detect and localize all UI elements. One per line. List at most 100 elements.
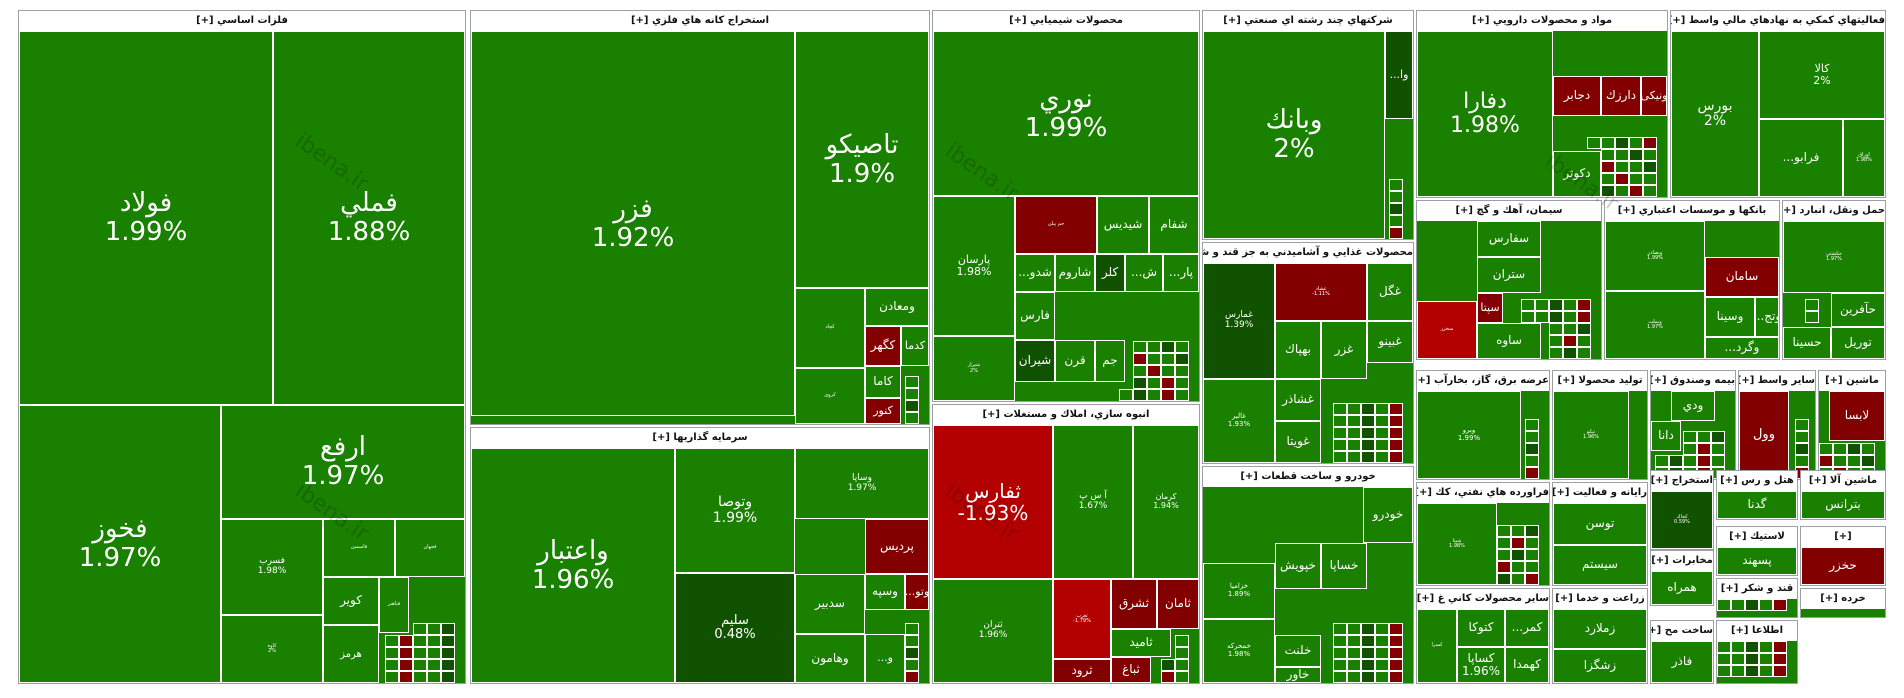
minor-stock-tile[interactable]: [1147, 389, 1161, 401]
sector-header[interactable]: فلزات اساسي [+]: [196, 15, 288, 26]
stock-tile[interactable]: وتو...: [905, 574, 929, 610]
minor-stock-tile[interactable]: [1615, 185, 1629, 197]
minor-stock-tile[interactable]: [1643, 173, 1657, 185]
minor-stock-tile[interactable]: [413, 647, 427, 659]
stock-tile[interactable]: کخاك 0.59%: [1651, 491, 1713, 549]
minor-stock-tile[interactable]: [385, 659, 399, 671]
stock-tile[interactable]: کمر...: [1505, 609, 1549, 647]
minor-stock-tile[interactable]: [1643, 185, 1657, 197]
minor-stock-tile[interactable]: [1133, 377, 1147, 389]
sector-header[interactable]: قند و شکر [+]: [1720, 583, 1794, 594]
sector-header[interactable]: استخراج کانه هاي فلزي [+]: [630, 15, 770, 26]
stock-tile[interactable]: کدما: [901, 326, 929, 366]
sector-header[interactable]: سرمايه گذاريها [+]: [652, 432, 748, 443]
minor-stock-tile[interactable]: [1389, 227, 1403, 239]
minor-stock-tile[interactable]: [1375, 623, 1389, 635]
minor-stock-tile[interactable]: [1549, 299, 1563, 311]
minor-stock-tile[interactable]: [1745, 665, 1759, 677]
minor-stock-tile[interactable]: [1643, 161, 1657, 173]
minor-stock-tile[interactable]: [1175, 647, 1189, 659]
minor-stock-tile[interactable]: [441, 671, 455, 683]
minor-stock-tile[interactable]: [905, 671, 919, 683]
minor-stock-tile[interactable]: [1717, 665, 1731, 677]
sector-header[interactable]: عرضه برق، گاز، بخارآب [+]: [1417, 375, 1549, 386]
stock-tile[interactable]: شپنا 1.98%: [1417, 503, 1497, 585]
minor-stock-tile[interactable]: [1361, 635, 1375, 647]
minor-stock-tile[interactable]: [1175, 365, 1189, 377]
minor-stock-tile[interactable]: [1795, 431, 1809, 443]
minor-stock-tile[interactable]: [413, 623, 427, 635]
stock-tile[interactable]: وگرد...: [1705, 337, 1779, 359]
minor-stock-tile[interactable]: [905, 647, 919, 659]
sector-header[interactable]: محصولات شيميايي [+]: [1009, 15, 1123, 26]
minor-stock-tile[interactable]: [1333, 427, 1347, 439]
minor-stock-tile[interactable]: [1175, 389, 1189, 401]
minor-stock-tile[interactable]: [1361, 659, 1375, 671]
stock-tile[interactable]: غبینو: [1367, 321, 1413, 363]
stock-tile[interactable]: بهپاك: [1275, 321, 1321, 379]
minor-stock-tile[interactable]: [1389, 427, 1403, 439]
stock-tile[interactable]: وبصادر 1.99%: [1605, 221, 1705, 291]
minor-stock-tile[interactable]: [1389, 623, 1403, 635]
minor-stock-tile[interactable]: [1525, 573, 1539, 585]
stock-tile[interactable]: سامان: [1705, 257, 1779, 297]
stock-tile[interactable]: کاوه 2%: [221, 615, 323, 683]
minor-stock-tile[interactable]: [1773, 653, 1787, 665]
minor-stock-tile[interactable]: [1119, 389, 1133, 401]
stock-tile[interactable]: ارفع 1.97%: [221, 405, 465, 519]
minor-stock-tile[interactable]: [1333, 659, 1347, 671]
minor-stock-tile[interactable]: [1333, 415, 1347, 427]
stock-tile[interactable]: جم پیلن: [1015, 196, 1097, 254]
stock-tile[interactable]: پار...: [1163, 254, 1199, 292]
minor-stock-tile[interactable]: [1511, 573, 1525, 585]
stock-tile[interactable]: شیراز 2%: [933, 336, 1015, 401]
minor-stock-tile[interactable]: [1805, 299, 1819, 311]
stock-tile[interactable]: زملارد: [1553, 609, 1647, 649]
minor-stock-tile[interactable]: [1629, 137, 1643, 149]
minor-stock-tile[interactable]: [1161, 353, 1175, 365]
stock-tile[interactable]: دارزك: [1601, 76, 1641, 116]
stock-tile[interactable]: کساپا 1.96%: [1457, 647, 1505, 683]
minor-stock-tile[interactable]: [1563, 335, 1577, 347]
minor-stock-tile[interactable]: [1347, 647, 1361, 659]
stock-tile[interactable]: غمارس 1.39%: [1203, 263, 1275, 379]
stock-tile[interactable]: ستران: [1477, 257, 1541, 293]
stock-tile[interactable]: تپکو 1.96%: [1553, 391, 1629, 479]
minor-stock-tile[interactable]: [441, 647, 455, 659]
minor-stock-tile[interactable]: [1601, 173, 1615, 185]
minor-stock-tile[interactable]: [1549, 335, 1563, 347]
minor-stock-tile[interactable]: [1333, 635, 1347, 647]
minor-stock-tile[interactable]: [1525, 431, 1539, 443]
sector-header[interactable]: ساير واسط [+]: [1739, 375, 1815, 386]
stock-tile[interactable]: پسهند: [1717, 547, 1797, 575]
minor-stock-tile[interactable]: [1361, 647, 1375, 659]
minor-stock-tile[interactable]: [1819, 455, 1833, 467]
stock-tile[interactable]: سخزر: [1417, 301, 1477, 359]
minor-stock-tile[interactable]: [1347, 439, 1361, 451]
minor-stock-tile[interactable]: [1655, 455, 1669, 467]
stock-tile[interactable]: خودرو: [1363, 487, 1413, 543]
minor-stock-tile[interactable]: [1861, 455, 1875, 467]
sector-header[interactable]: حمل ونقل، انبارد [+]: [1783, 205, 1885, 216]
stock-tile[interactable]: دجابر: [1553, 76, 1601, 116]
sector-header[interactable]: بانكها و موسسات اعتباري [+]: [1617, 205, 1767, 216]
minor-stock-tile[interactable]: [1175, 635, 1189, 647]
minor-stock-tile[interactable]: [1833, 443, 1847, 455]
minor-stock-tile[interactable]: [1615, 173, 1629, 185]
stock-tile[interactable]: وسپه: [865, 574, 905, 610]
stock-tile[interactable]: همراه: [1651, 571, 1713, 605]
minor-stock-tile[interactable]: [1389, 191, 1403, 203]
stock-tile[interactable]: سفارس: [1477, 221, 1541, 257]
minor-stock-tile[interactable]: [1511, 561, 1525, 573]
minor-stock-tile[interactable]: [1375, 659, 1389, 671]
stock-tile[interactable]: کلر: [1095, 254, 1125, 292]
minor-stock-tile[interactable]: [1389, 179, 1403, 191]
minor-stock-tile[interactable]: [1563, 299, 1577, 311]
stock-tile[interactable]: کگهر: [865, 326, 901, 366]
minor-stock-tile[interactable]: [1511, 525, 1525, 537]
minor-stock-tile[interactable]: [1711, 455, 1725, 467]
minor-stock-tile[interactable]: [413, 635, 427, 647]
stock-tile[interactable]: ساوه: [1477, 323, 1541, 359]
minor-stock-tile[interactable]: [1577, 323, 1591, 335]
minor-stock-tile[interactable]: [1147, 341, 1161, 353]
